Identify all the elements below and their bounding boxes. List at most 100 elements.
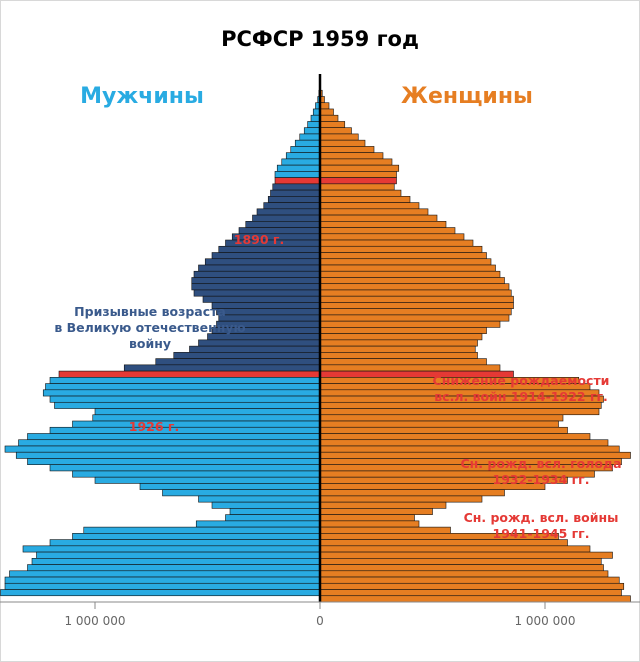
chart-title: РСФСР 1959 год (221, 27, 419, 51)
female-bar (319, 233, 465, 241)
male-bar (245, 221, 321, 228)
male-bar (281, 158, 321, 166)
female-bar (319, 208, 429, 216)
female-bar (319, 289, 512, 297)
female-bar (319, 202, 420, 210)
female-bar (319, 127, 352, 135)
female-bar (319, 258, 492, 266)
male-bar (4, 582, 321, 590)
female-bar (319, 520, 420, 528)
female-bar (319, 183, 395, 191)
annotation-war2: Сн. рожд. всл. войны 1941-1945 гг. (464, 510, 619, 541)
female-bar (319, 508, 433, 515)
male-bar (54, 401, 321, 409)
legend-male: Мужчины (80, 84, 204, 109)
female-bar (319, 433, 591, 441)
female-bar (319, 189, 402, 197)
female-bar (319, 227, 456, 235)
female-bar (319, 570, 609, 578)
male-bar (27, 433, 321, 441)
male-bar (18, 439, 321, 447)
male-bar (27, 564, 321, 572)
male-bar (72, 420, 321, 428)
female-bar (319, 526, 451, 534)
male-bar (83, 526, 321, 534)
female-bar (319, 501, 447, 509)
male-bar (155, 358, 321, 366)
male-bar (229, 508, 321, 515)
female-bar (319, 152, 384, 160)
legend-female: Женщины (401, 84, 533, 109)
female-bar (319, 121, 346, 128)
male-bar (263, 202, 321, 210)
female-bar (319, 139, 366, 147)
male-bar (198, 339, 321, 347)
female-bar (319, 364, 501, 372)
female-bar (319, 283, 510, 291)
male-bar (123, 364, 321, 372)
male-bar (276, 164, 321, 172)
male-bar (211, 302, 321, 309)
male-bar (303, 127, 321, 135)
male-bar (58, 370, 321, 378)
female-bar (319, 252, 487, 260)
annotation-famine: Сн. рожд. всл. голода 1932-1934 гг. (460, 456, 621, 487)
male-bar (49, 426, 321, 434)
female-bar (319, 358, 487, 366)
male-bar (198, 495, 321, 503)
female-bar (319, 445, 620, 453)
female-bar (319, 146, 375, 153)
male-bar (218, 245, 321, 253)
male-bar (189, 345, 321, 353)
male-bar (267, 196, 321, 203)
female-bar (319, 239, 474, 247)
male-bar (173, 352, 321, 359)
female-bar (319, 439, 609, 447)
female-bar (319, 327, 487, 334)
female-bar (319, 420, 559, 428)
female-bar (319, 345, 476, 353)
female-bar (319, 551, 613, 559)
male-bar (193, 270, 321, 278)
male-bar (92, 414, 321, 422)
male-bar (310, 114, 321, 122)
male-bar (42, 389, 321, 397)
female-bar (319, 158, 393, 166)
female-bar (319, 545, 591, 553)
male-bar (49, 377, 321, 384)
male-bar (299, 133, 321, 141)
female-bar (319, 320, 501, 328)
female-bar (319, 489, 505, 497)
male-bar (211, 501, 321, 509)
x-tick-label: 1 000 000 (64, 614, 125, 628)
x-tick-label: 0 (316, 614, 324, 628)
male-bar (274, 171, 321, 178)
female-bar (319, 102, 330, 110)
female-bar (319, 221, 447, 228)
female-bar (319, 352, 478, 359)
male-bar (274, 177, 321, 185)
male-bar (45, 383, 321, 391)
annotation-war1: Снижение рождаемости вс.л. войн 1914-1922… (433, 373, 610, 404)
female-bar (319, 264, 496, 272)
male-bar (256, 208, 321, 216)
male-bar (49, 395, 321, 403)
female-bar (319, 196, 411, 203)
female-bar (319, 164, 400, 172)
male-bar (294, 139, 321, 147)
female-bar (319, 214, 438, 222)
male-bar (211, 252, 321, 260)
female-bar (319, 414, 564, 422)
male-bar (191, 283, 321, 291)
male-bar (204, 258, 321, 266)
female-bar (319, 582, 625, 590)
male-bar (94, 408, 321, 416)
female-bar (319, 108, 334, 116)
male-bar (9, 570, 321, 578)
x-tick-label: 1 000 000 (514, 614, 575, 628)
male-bar (270, 189, 321, 197)
annotation-1926: 1926 г. (129, 419, 179, 434)
male-bar (49, 539, 321, 547)
